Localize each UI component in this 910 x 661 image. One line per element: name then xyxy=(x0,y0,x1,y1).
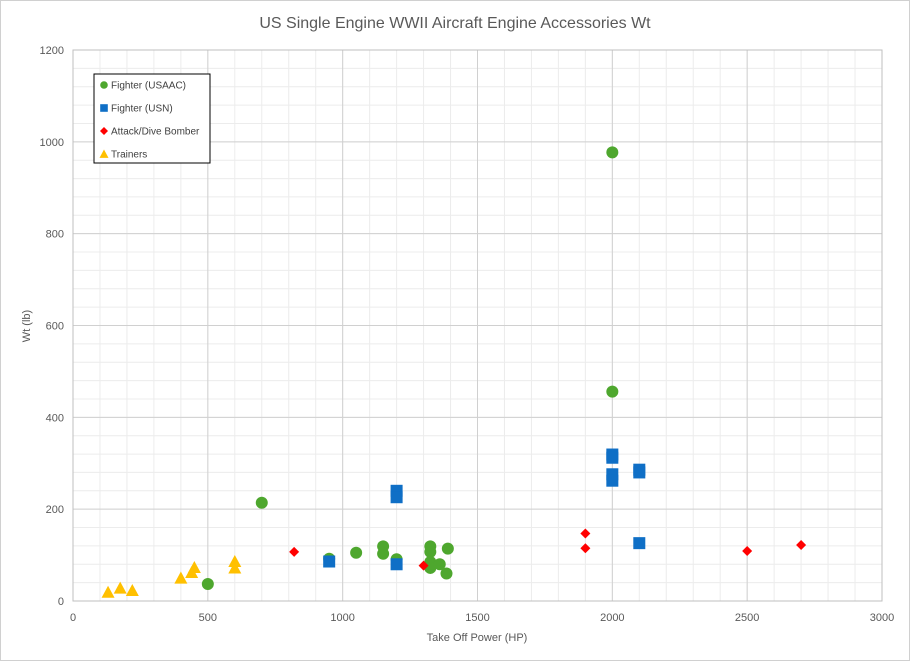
data-point xyxy=(580,528,591,539)
data-point xyxy=(101,585,115,598)
data-point xyxy=(201,578,214,591)
x-tick-label: 3000 xyxy=(870,612,894,624)
legend-item: Fighter (USN) xyxy=(100,104,173,115)
legend-marker xyxy=(99,149,109,158)
y-axis-ticks: 0 200 400 600 800 1000 1200 xyxy=(40,45,64,608)
data-point xyxy=(633,537,646,550)
data-point xyxy=(441,542,454,555)
series-trainers xyxy=(101,555,242,598)
x-tick-label: 2500 xyxy=(735,612,759,624)
data-point xyxy=(606,451,619,464)
x-tick-label: 2000 xyxy=(600,612,624,624)
legend-marker xyxy=(100,104,108,112)
data-point xyxy=(418,560,429,571)
data-point xyxy=(606,474,619,487)
y-tick-label: 0 xyxy=(58,596,64,608)
legend-label: Fighter (USN) xyxy=(111,104,173,115)
legend-item: Fighter (USAAC) xyxy=(100,81,186,92)
legend-marker xyxy=(100,127,108,135)
y-tick-label: 800 xyxy=(46,229,64,241)
series-attack-dive-bomber xyxy=(289,528,807,571)
data-point xyxy=(440,567,453,580)
legend-item: Attack/Dive Bomber xyxy=(100,127,200,138)
x-tick-label: 1500 xyxy=(465,612,489,624)
legend-box xyxy=(93,73,211,164)
data-point xyxy=(125,583,139,596)
series-fighter-usaac xyxy=(201,146,619,591)
y-tick-label: 400 xyxy=(46,412,64,424)
plot-area-border xyxy=(72,49,883,602)
series-fighter-usn xyxy=(323,448,646,571)
y-tick-label: 1000 xyxy=(40,137,64,149)
legend-label: Trainers xyxy=(111,150,147,161)
data-point xyxy=(390,558,403,571)
y-tick-label: 600 xyxy=(46,321,64,333)
y-tick-label: 1200 xyxy=(40,45,64,57)
data-point xyxy=(580,543,591,554)
data-point xyxy=(633,466,646,479)
legend-marker xyxy=(100,81,108,89)
legend-label: Fighter (USAAC) xyxy=(111,81,186,92)
data-point xyxy=(377,547,390,560)
legend: Fighter (USAAC) Fighter (USN) Attack/Dive … xyxy=(93,73,211,164)
x-tick-label: 500 xyxy=(199,612,217,624)
data-point xyxy=(742,545,753,556)
legend-item: Trainers xyxy=(99,149,147,161)
data-point xyxy=(228,561,242,574)
data-point xyxy=(433,558,446,571)
x-tick-label: 1000 xyxy=(330,612,354,624)
data-point xyxy=(390,491,403,504)
y-axis-label: Wt (lb) xyxy=(21,310,33,342)
data-point xyxy=(255,496,268,509)
x-axis-ticks: 0 500 1000 1500 2000 2500 3000 xyxy=(70,612,894,624)
data-point xyxy=(174,571,188,584)
data-point xyxy=(606,385,619,398)
data-points xyxy=(101,146,807,598)
x-tick-label: 0 xyxy=(70,612,76,624)
chart-title: US Single Engine WWII Aircraft Engine Ac… xyxy=(259,15,651,32)
data-point xyxy=(796,539,807,550)
data-point xyxy=(113,581,127,594)
data-point xyxy=(424,545,437,558)
data-point xyxy=(350,546,363,559)
data-point xyxy=(606,146,619,159)
data-point xyxy=(323,555,336,568)
y-tick-label: 200 xyxy=(46,504,64,516)
data-point xyxy=(289,546,300,557)
x-axis-label: Take Off Power (HP) xyxy=(427,632,528,644)
data-point xyxy=(228,555,242,568)
legend-label: Attack/Dive Bomber xyxy=(111,127,200,138)
data-point xyxy=(187,560,201,574)
